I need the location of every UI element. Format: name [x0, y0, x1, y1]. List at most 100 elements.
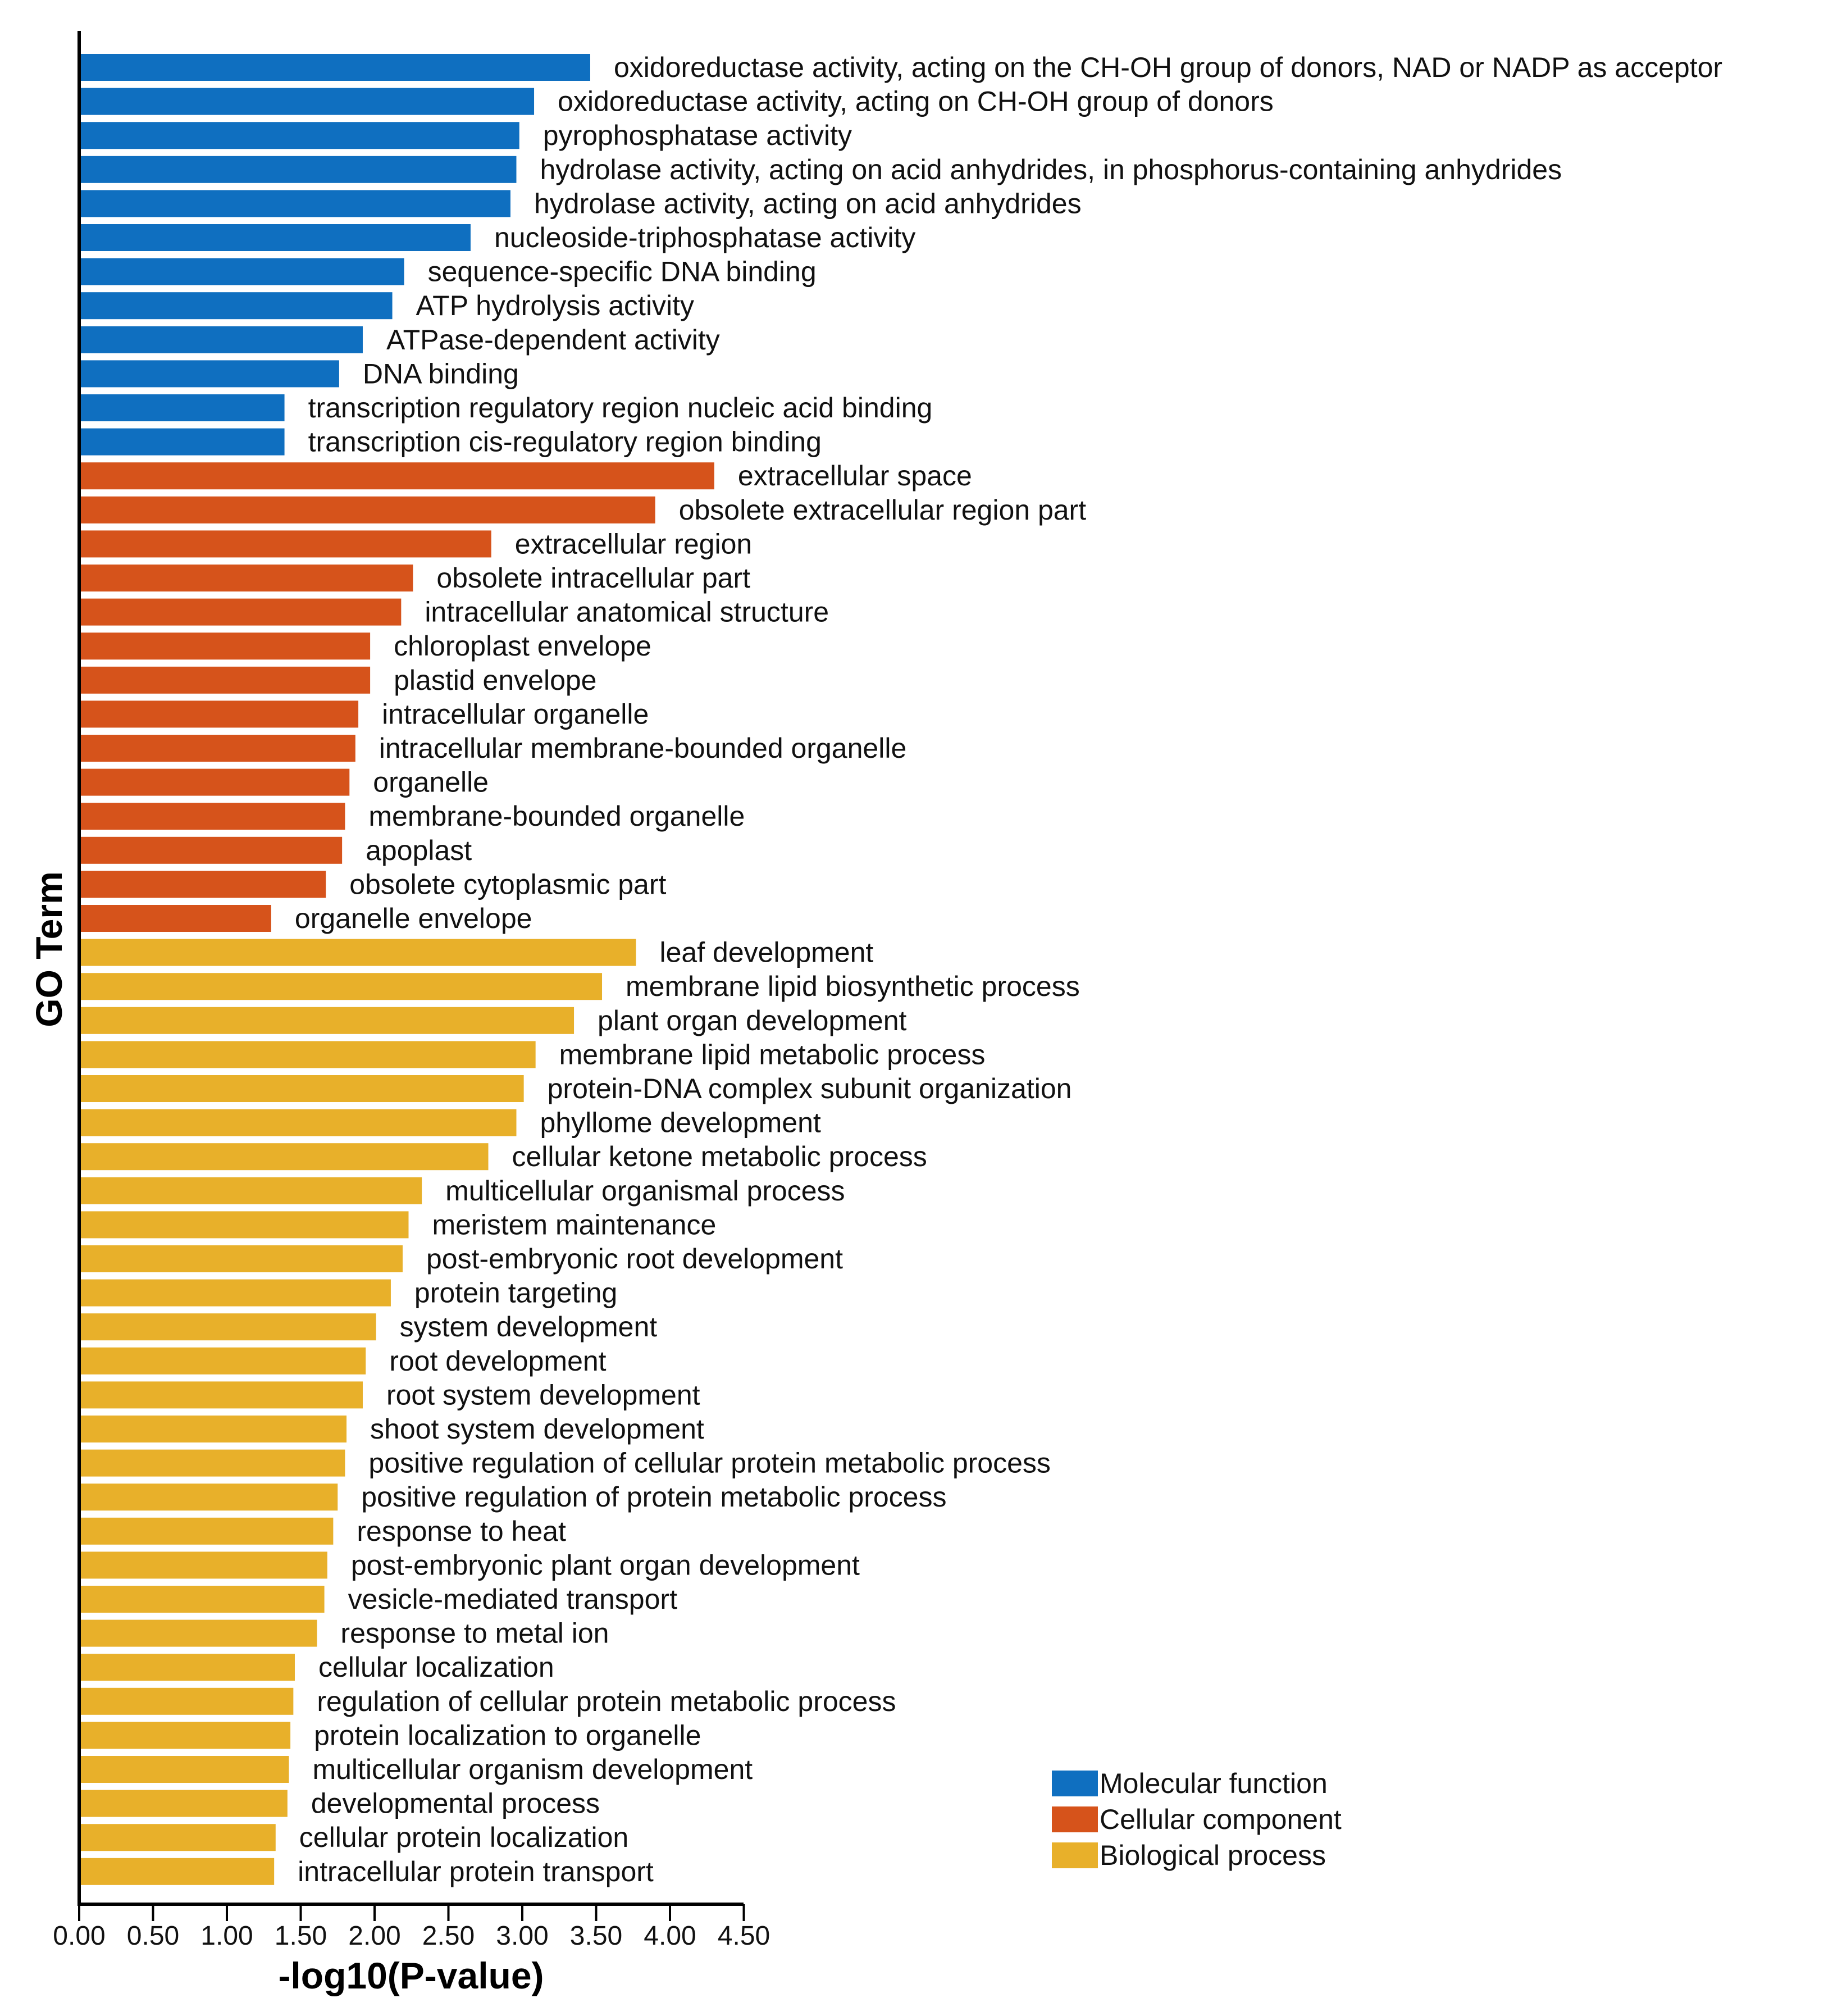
- bar-label: vesicle-mediated transport: [348, 1583, 677, 1615]
- bar-label: root system development: [386, 1379, 700, 1410]
- bar-label: chloroplast envelope: [394, 630, 651, 662]
- bar-label: nucleoside-triphosphatase activity: [494, 222, 915, 253]
- bar-label: oxidoreductase activity, acting on the C…: [614, 52, 1722, 83]
- x-axis-title: -log10(P-value): [278, 1955, 544, 1996]
- bar-label: response to heat: [357, 1516, 566, 1547]
- bar: [79, 1109, 517, 1136]
- bar-label: multicellular organismal process: [445, 1175, 845, 1207]
- bar: [79, 700, 359, 728]
- legend: Molecular function Cellular component Biol…: [1052, 1768, 1342, 1871]
- bar: [79, 1416, 347, 1442]
- bar: [79, 1177, 422, 1204]
- bar: [79, 939, 636, 966]
- bar-label: multicellular organism development: [312, 1754, 753, 1785]
- bar: [79, 632, 371, 660]
- bar-label: leaf development: [660, 937, 874, 968]
- bar-label: phyllome development: [540, 1107, 820, 1139]
- bar: [79, 1586, 325, 1613]
- bar-label: transcription cis-regulatory region bind…: [308, 426, 822, 458]
- bar: [79, 360, 339, 388]
- bar-label: extracellular region: [515, 528, 752, 559]
- bar: [79, 598, 402, 626]
- bar: [79, 1313, 376, 1341]
- bar: [79, 530, 491, 558]
- bar: [79, 122, 519, 149]
- bar-label: positive regulation of protein metabolic…: [361, 1481, 946, 1513]
- bar: [79, 1790, 288, 1817]
- bar: [79, 1722, 291, 1749]
- bar-label: response to metal ion: [340, 1618, 609, 1649]
- bar: [79, 1756, 289, 1783]
- bar-label: membrane lipid biosynthetic process: [626, 971, 1080, 1002]
- bar-label: pyrophosphatase activity: [543, 120, 852, 151]
- bar: [79, 565, 413, 591]
- bar-label: shoot system development: [370, 1413, 704, 1445]
- bar-label: ATPase-dependent activity: [386, 324, 720, 356]
- bar: [79, 394, 285, 421]
- bar: [79, 1245, 403, 1272]
- bar-label: intracellular protein transport: [298, 1856, 654, 1887]
- bar: [79, 666, 371, 694]
- legend-swatch: [1052, 1771, 1098, 1796]
- bar-label: post-embryonic root development: [426, 1243, 843, 1275]
- bar: [79, 428, 285, 456]
- bar: [79, 1551, 327, 1579]
- legend-label: Biological process: [1100, 1840, 1326, 1871]
- bar-label: plant organ development: [598, 1005, 906, 1036]
- bar: [79, 190, 510, 217]
- bar: [79, 88, 535, 115]
- bar: [79, 1041, 536, 1068]
- bar-label: intracellular organelle: [382, 698, 649, 730]
- bar: [79, 156, 517, 183]
- bar: [79, 871, 326, 898]
- x-ticks-group: 0.00 0.50 1.00 1.50 2.00 2.50 3.00 3.50 4.00 4.50: [53, 1904, 770, 1951]
- bar-label: extracellular space: [738, 460, 972, 492]
- bar: [79, 258, 404, 285]
- bar-label: plastid envelope: [394, 665, 596, 696]
- bar-label: obsolete cytoplasmic part: [349, 868, 666, 900]
- bar-label: organelle: [373, 767, 489, 798]
- bar: [79, 1858, 275, 1885]
- bar: [79, 1483, 338, 1511]
- bar: [79, 768, 350, 796]
- bar-label: regulation of cellular protein metabolic…: [317, 1686, 896, 1717]
- bar: [79, 496, 655, 524]
- bar: [79, 1449, 345, 1477]
- bar: [79, 292, 393, 320]
- bar: [79, 1824, 276, 1851]
- bar: [79, 1687, 294, 1715]
- bar: [79, 1007, 575, 1034]
- bar-label: sequence-specific DNA binding: [428, 256, 817, 288]
- bar-label: hydrolase activity, acting on acid anhyd…: [540, 154, 1562, 185]
- bar: [79, 735, 355, 762]
- x-tick-label: 0.50: [127, 1921, 179, 1951]
- bar-label: cellular protein localization: [299, 1822, 628, 1853]
- bar-label: positive regulation of cellular protein …: [368, 1448, 1051, 1479]
- bar-label: protein localization to organelle: [314, 1719, 701, 1751]
- bar: [79, 1654, 295, 1681]
- bar-label: protein targeting: [414, 1277, 617, 1309]
- bar-label: membrane-bounded organelle: [368, 800, 745, 832]
- legend-swatch: [1052, 1806, 1098, 1832]
- bars-group: oxidoreductase activity, acting on the C…: [79, 52, 1722, 1887]
- bar: [79, 1211, 409, 1239]
- bar-label: developmental process: [311, 1788, 600, 1819]
- legend-label: Molecular function: [1100, 1768, 1328, 1799]
- x-tick-label: 1.00: [200, 1921, 253, 1951]
- bar: [79, 1143, 489, 1171]
- bar-label: apoplast: [366, 835, 472, 866]
- legend-swatch: [1052, 1842, 1098, 1868]
- bar-label: meristem maintenance: [432, 1209, 716, 1240]
- bar: [79, 1381, 363, 1409]
- x-tick-label: 3.50: [570, 1921, 622, 1951]
- bar: [79, 973, 603, 1000]
- bar: [79, 54, 590, 81]
- x-tick-label: 0.00: [53, 1921, 105, 1951]
- x-tick-label: 2.50: [422, 1921, 475, 1951]
- bar-label: system development: [400, 1311, 658, 1343]
- bar-label: obsolete extracellular region part: [679, 494, 1087, 526]
- bar: [79, 224, 471, 251]
- bar-label: cellular localization: [318, 1651, 554, 1683]
- bar: [79, 462, 714, 490]
